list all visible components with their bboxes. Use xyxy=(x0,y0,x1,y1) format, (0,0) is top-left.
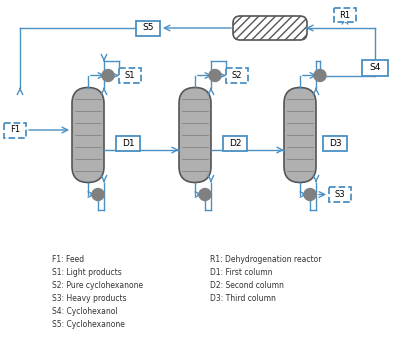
Text: F1: F1 xyxy=(10,125,20,135)
FancyBboxPatch shape xyxy=(72,87,104,183)
Bar xyxy=(116,136,140,151)
Circle shape xyxy=(102,69,114,82)
Text: S3: Heavy products: S3: Heavy products xyxy=(52,294,127,303)
Circle shape xyxy=(92,188,104,201)
Circle shape xyxy=(209,69,221,82)
Text: R1: Dehydrogenation reactor: R1: Dehydrogenation reactor xyxy=(210,255,322,264)
Circle shape xyxy=(199,188,211,201)
Bar xyxy=(362,60,388,76)
FancyBboxPatch shape xyxy=(179,87,211,183)
Text: F1: Feed: F1: Feed xyxy=(52,255,84,264)
Bar xyxy=(329,187,351,202)
Text: D2: Second column: D2: Second column xyxy=(210,281,284,290)
Bar xyxy=(323,136,347,151)
Circle shape xyxy=(314,69,326,82)
Bar xyxy=(223,136,247,151)
Text: S5: S5 xyxy=(142,23,154,33)
Text: D1: D1 xyxy=(122,138,134,148)
Text: D2: D2 xyxy=(229,138,241,148)
Text: D1: First column: D1: First column xyxy=(210,268,273,277)
Text: S2: Pure cyclohexanone: S2: Pure cyclohexanone xyxy=(52,281,143,290)
Text: S4: Cyclohexanol: S4: Cyclohexanol xyxy=(52,307,117,316)
Text: R1: R1 xyxy=(339,11,351,19)
Text: S2: S2 xyxy=(232,71,242,80)
FancyBboxPatch shape xyxy=(233,16,307,40)
Text: D3: Third column: D3: Third column xyxy=(210,294,276,303)
Bar xyxy=(119,68,141,83)
Text: S3: S3 xyxy=(335,190,345,199)
FancyBboxPatch shape xyxy=(284,87,316,183)
Bar xyxy=(226,68,248,83)
Text: S1: S1 xyxy=(125,71,135,80)
Text: S5: Cyclohexanone: S5: Cyclohexanone xyxy=(52,320,125,329)
Text: D3: D3 xyxy=(329,138,341,148)
Text: S4: S4 xyxy=(369,64,381,72)
Bar xyxy=(4,122,26,137)
Bar xyxy=(334,8,356,22)
Bar xyxy=(136,20,160,35)
Circle shape xyxy=(304,188,316,201)
Text: S1: Light products: S1: Light products xyxy=(52,268,122,277)
